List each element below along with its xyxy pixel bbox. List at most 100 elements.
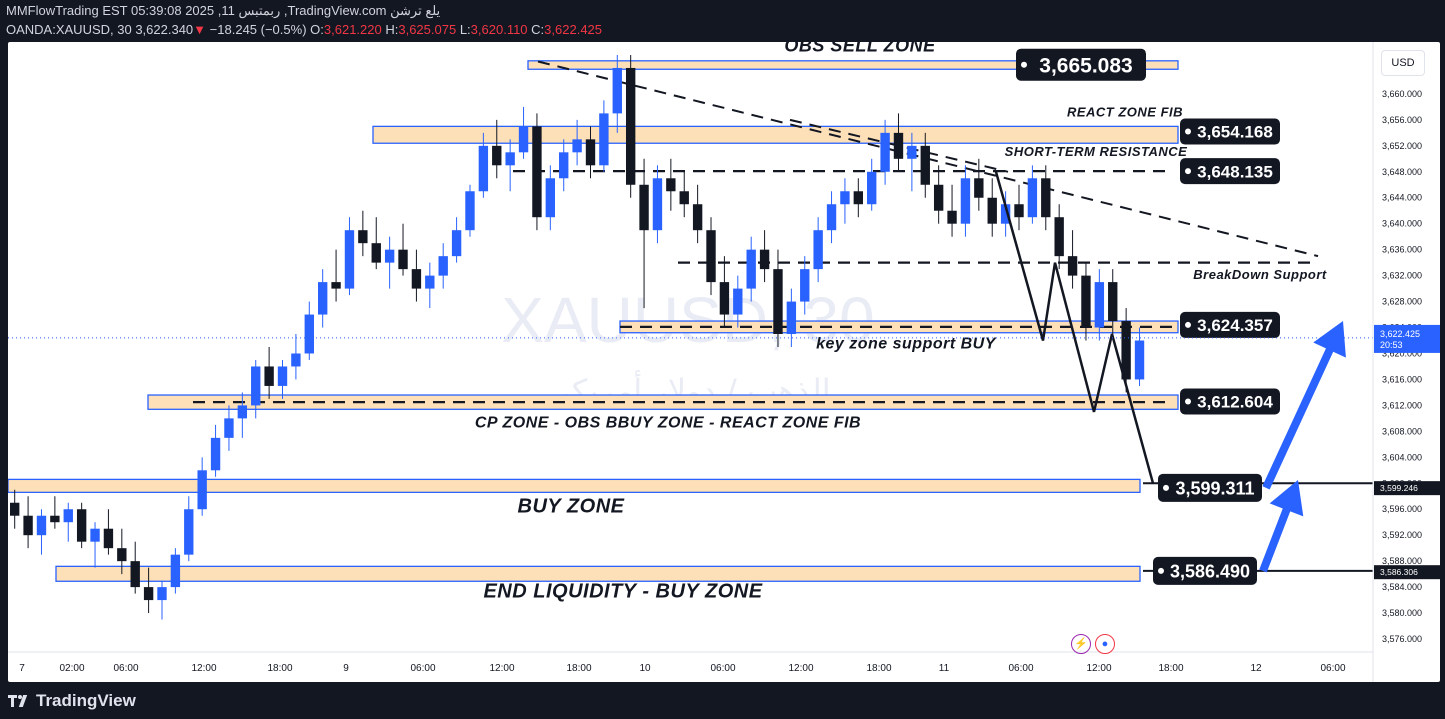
price-badge xyxy=(1180,118,1280,145)
candle-body xyxy=(1108,282,1118,322)
scale-price-tag xyxy=(1374,565,1440,580)
y-tick-label: 3,612.000 xyxy=(1382,400,1422,410)
price-change: −18.245 (−0.5%) xyxy=(209,22,307,37)
tradingview-logo[interactable]: TradingView xyxy=(8,691,136,711)
candle-body xyxy=(277,366,288,386)
candle-body xyxy=(358,230,368,244)
candle-body xyxy=(1067,256,1078,276)
x-tick-label: 12:00 xyxy=(1086,663,1111,674)
candle-body xyxy=(826,204,837,231)
x-tick-label: 06:00 xyxy=(1008,663,1033,674)
candle-body xyxy=(317,282,328,315)
candle-body xyxy=(90,528,100,542)
up-arrow-icon xyxy=(1262,321,1346,490)
candle-body xyxy=(625,67,636,185)
candle-body xyxy=(23,515,33,536)
candle-body xyxy=(974,178,984,198)
close-value: 3,622.425 xyxy=(544,22,603,37)
zone-label: SHORT-TERM RESISTANCE xyxy=(1005,144,1188,159)
symbol-label[interactable]: OANDA:XAUUSD, 30 xyxy=(6,22,132,37)
candle-body xyxy=(143,587,154,601)
candle-body xyxy=(117,548,127,562)
candle-body xyxy=(197,470,207,510)
low-value: 3,620.110 xyxy=(470,22,528,37)
candle-body xyxy=(157,587,167,601)
brand-name: TradingView xyxy=(36,691,136,710)
x-tick-label: 18:00 xyxy=(866,663,891,674)
scale-price-tag xyxy=(1374,481,1440,496)
chart-header: MMFlowTrading EST 05:39:08 2025 ,11 ربمت… xyxy=(0,0,1445,42)
candle-body xyxy=(1014,204,1024,218)
price-badge-text: 3,612.604 xyxy=(1197,393,1273,412)
x-tick-label: 11 xyxy=(939,663,950,674)
us-flag-icon[interactable]: ● xyxy=(1095,634,1115,654)
candle-body xyxy=(545,178,556,218)
badge-dot xyxy=(1185,321,1191,328)
candle-body xyxy=(612,67,622,114)
x-tick-label: 12:00 xyxy=(191,663,216,674)
price-badge-text: 3,624.357 xyxy=(1197,316,1273,335)
price-badge-text: 3,648.135 xyxy=(1197,162,1273,181)
candle-body xyxy=(1054,217,1064,257)
chart-panel[interactable]: XAUUSD, 30 الذهب / دولار أمريكي OBS SELL Z… xyxy=(8,42,1440,682)
close-label: C: xyxy=(531,22,545,37)
candle-body xyxy=(36,515,47,536)
x-tick-label: 7 xyxy=(19,663,25,674)
candle-body xyxy=(264,366,274,386)
badge-dot xyxy=(1185,168,1191,175)
y-tick-label: 3,628.000 xyxy=(1382,297,1422,307)
candle-body xyxy=(1121,321,1131,380)
candle-body xyxy=(933,184,944,211)
candle-body xyxy=(692,204,703,231)
candle-body xyxy=(599,113,609,166)
y-tick-label: 3,636.000 xyxy=(1382,245,1422,255)
zone-label: key zone support BUY xyxy=(816,335,997,352)
candle-body xyxy=(184,509,194,555)
price-badge-text: 3,599.311 xyxy=(1175,478,1254,498)
x-tick-label: 10 xyxy=(639,663,651,674)
scale-price-text: 3,599.246 xyxy=(1380,483,1418,493)
candle-body xyxy=(746,249,756,289)
y-tick-label: 3,576.000 xyxy=(1382,634,1422,644)
candle-body xyxy=(559,152,569,179)
candle-body xyxy=(1000,204,1011,224)
price-badge xyxy=(1153,556,1257,585)
zone-label: OBS SELL ZONE xyxy=(784,42,936,56)
candle-body xyxy=(1081,275,1091,328)
candle-body xyxy=(170,554,181,588)
y-tick-label: 3,656.000 xyxy=(1382,115,1422,125)
candle-body xyxy=(840,191,850,205)
candle-body xyxy=(880,132,890,172)
open-label: O: xyxy=(310,22,324,37)
candle-body xyxy=(1041,178,1051,218)
x-tick-label: 18:00 xyxy=(566,663,591,674)
price-badge-text: 3,654.168 xyxy=(1197,123,1273,142)
candle-body xyxy=(639,184,649,231)
candle-body xyxy=(451,230,462,257)
x-tick-label: 06:00 xyxy=(113,663,138,674)
countdown-text: 20:53 xyxy=(1380,340,1403,350)
y-tick-label: 3,592.000 xyxy=(1382,530,1422,540)
up-arrow-icon xyxy=(1259,480,1304,573)
currency-button[interactable]: USD xyxy=(1381,50,1425,76)
x-tick-label: 12:00 xyxy=(788,663,813,674)
y-tick-label: 3,644.000 xyxy=(1382,193,1422,203)
candle-body xyxy=(478,145,489,192)
candle-body xyxy=(947,210,957,224)
zone-label: END LIQUIDITY - BUY ZONE xyxy=(483,580,762,602)
candle-body xyxy=(505,152,515,166)
candle-body xyxy=(492,145,502,166)
zone-label: BreakDown Support xyxy=(1193,267,1327,282)
candle-body xyxy=(773,269,783,335)
candle-body xyxy=(210,437,221,471)
x-tick-label: 02:00 xyxy=(59,663,84,674)
candle-body xyxy=(518,126,529,153)
candle-body xyxy=(733,288,743,315)
lightning-icon[interactable]: ⚡ xyxy=(1071,634,1091,654)
zone-label: CP ZONE - OBS BBUY ZONE - REACT ZONE FIB xyxy=(475,414,861,431)
candle-body xyxy=(853,191,864,205)
candle-body xyxy=(1027,178,1038,218)
x-tick-label: 9 xyxy=(343,663,349,674)
x-tick-label: 18:00 xyxy=(267,663,292,674)
